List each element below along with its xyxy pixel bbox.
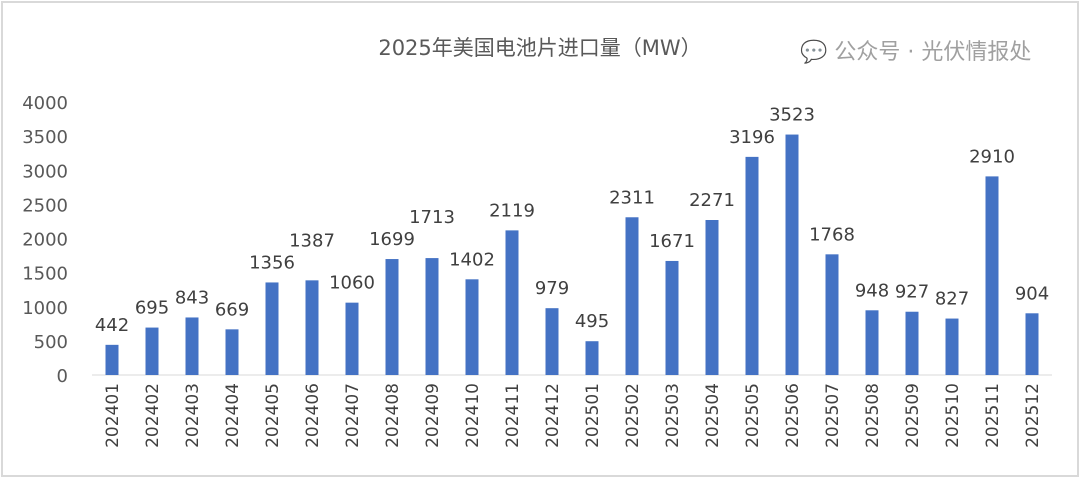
bar [305, 280, 319, 375]
bar [945, 318, 959, 375]
wechat-icon: 💬 [800, 40, 828, 65]
bar [385, 259, 399, 375]
data-label: 1402 [449, 249, 495, 270]
bar [745, 156, 759, 375]
bar [185, 317, 199, 375]
x-tick-label: 202510 [943, 383, 963, 448]
y-tick-label: 0 [57, 366, 68, 387]
x-tick-label: 202508 [863, 383, 883, 448]
data-label: 827 [935, 289, 969, 310]
bar [905, 311, 919, 375]
data-label: 948 [855, 280, 889, 301]
x-tick-label: 202408 [383, 383, 403, 448]
watermark-text: 公众号 · 光伏情报处 [834, 40, 1032, 65]
chart-title: 2025年美国电池片进口量（MW） [378, 36, 702, 60]
x-tick-label: 202506 [783, 383, 803, 448]
x-tick-label: 202404 [223, 383, 243, 448]
bar [785, 134, 799, 375]
bar [225, 329, 239, 375]
x-tick-label: 202405 [263, 383, 283, 448]
data-label: 2311 [609, 187, 655, 208]
data-label: 1060 [329, 273, 375, 294]
bar [1025, 313, 1039, 375]
x-tick-label: 202403 [183, 383, 203, 448]
x-tick-label: 202501 [583, 383, 603, 448]
data-label: 1699 [369, 229, 415, 250]
x-tick-label: 202507 [823, 383, 843, 448]
x-tick-label: 202411 [503, 383, 523, 448]
bar [465, 279, 479, 375]
bar [825, 254, 839, 375]
x-tick-label: 202401 [103, 383, 123, 448]
data-label: 695 [135, 298, 169, 319]
y-tick-label: 500 [34, 332, 68, 353]
bar [545, 308, 559, 375]
y-tick-label: 2500 [22, 195, 68, 216]
data-label: 927 [895, 282, 929, 303]
data-label: 495 [575, 311, 609, 332]
y-tick-label: 3000 [22, 161, 68, 182]
watermark: 💬 公众号 · 光伏情报处 [800, 34, 1031, 66]
data-label: 1387 [289, 230, 335, 251]
data-label: 442 [95, 315, 129, 336]
data-label: 979 [535, 278, 569, 299]
data-label: 843 [175, 287, 209, 308]
y-tick-label: 1500 [22, 264, 68, 285]
bar [585, 341, 599, 375]
bar [145, 327, 159, 375]
y-tick-label: 1000 [22, 298, 68, 319]
y-tick-label: 2000 [22, 230, 68, 251]
x-tick-label: 202406 [303, 383, 323, 448]
bar [425, 258, 439, 375]
y-tick-label: 3500 [22, 127, 68, 148]
x-tick-label: 202410 [463, 383, 483, 448]
x-tick-label: 202409 [423, 383, 443, 448]
bar [345, 302, 359, 375]
bar [105, 344, 119, 375]
x-tick-label: 202504 [703, 383, 723, 448]
x-tick-label: 202407 [343, 383, 363, 448]
x-tick-label: 202512 [1023, 383, 1043, 448]
data-label: 669 [215, 299, 249, 320]
data-label: 2271 [689, 190, 735, 211]
x-tick-label: 202511 [983, 383, 1003, 448]
x-tick-label: 202502 [623, 383, 643, 448]
data-label: 904 [1015, 283, 1049, 304]
bar [865, 310, 879, 375]
data-label: 1356 [249, 252, 295, 273]
x-tick-label: 202503 [663, 383, 683, 448]
data-label: 1713 [409, 207, 455, 228]
data-label: 1671 [649, 231, 695, 252]
bar [625, 217, 639, 375]
data-label: 3523 [769, 105, 815, 126]
bar [505, 230, 519, 375]
x-tick-label: 202509 [903, 383, 923, 448]
x-tick-label: 202505 [743, 383, 763, 448]
bar [265, 282, 279, 375]
x-tick-label: 202412 [543, 383, 563, 448]
bar [985, 176, 999, 375]
data-label: 2910 [969, 146, 1015, 167]
data-label: 3196 [729, 127, 775, 148]
bar [665, 260, 679, 375]
y-tick-label: 4000 [22, 93, 68, 114]
x-tick-label: 202402 [143, 383, 163, 448]
data-label: 2119 [489, 200, 535, 221]
bar [705, 220, 719, 375]
data-label: 1768 [809, 224, 855, 245]
